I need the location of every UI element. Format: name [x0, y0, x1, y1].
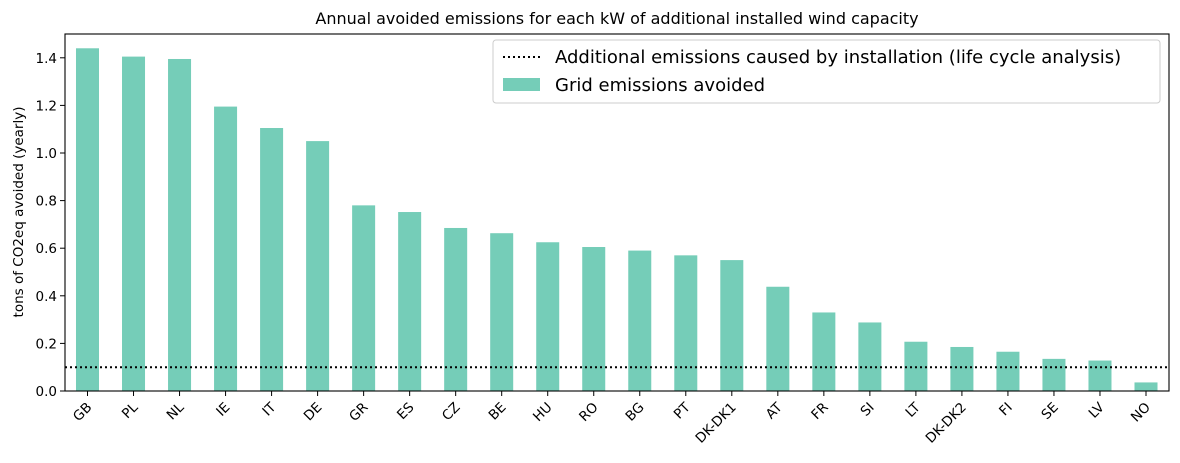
bar-dk-dk2 [950, 346, 974, 391]
bars-group [75, 48, 1158, 392]
x-tick-label-de: DE [301, 400, 326, 425]
bar-at [766, 286, 790, 391]
bar-bg [628, 250, 652, 391]
bar-hu [536, 242, 560, 391]
y-tick-label: 1.0 [36, 146, 57, 162]
bar-be [490, 233, 514, 391]
bar-fr [812, 312, 836, 391]
bar-de [306, 141, 330, 391]
y-tick-label: 1.2 [36, 98, 57, 114]
x-tick-label-lt: LT [903, 399, 925, 421]
legend-frame [492, 39, 1161, 104]
x-tick-label-cz: CZ [439, 400, 464, 425]
bar-gb [75, 48, 100, 391]
bar-dk-dk1 [720, 260, 744, 391]
bar-it [260, 128, 284, 391]
legend-bar-swatch [503, 78, 540, 91]
x-tick-label-it: IT [259, 399, 279, 419]
bar-pt [674, 255, 698, 391]
x-tick-label-bg: BG [622, 400, 647, 425]
x-tick-label-fr: FR [808, 400, 831, 423]
bar-gr [352, 205, 376, 391]
plot-frame [64, 33, 1170, 392]
y-tick-label: 0.2 [36, 336, 57, 352]
x-tick-label-be: BE [486, 400, 510, 424]
x-tick-label-pl: PL [119, 399, 142, 422]
y-axis: 0.0 0.2 0.4 0.6 0.8 1.0 1.2 1.4 [36, 51, 65, 400]
bar-si [858, 322, 882, 391]
y-tick-label: 1.4 [36, 51, 57, 67]
bar-es [398, 212, 422, 391]
y-tick-label: 0.4 [36, 289, 57, 305]
x-tick-label-fi: FI [996, 400, 1016, 420]
x-tick-label-pt: PT [671, 399, 694, 422]
x-tick-label-at: AT [763, 399, 786, 422]
chart-title: Annual avoided emissions for each kW of … [315, 9, 918, 28]
bar-ro [582, 247, 606, 391]
x-tick-label-gr: GR [346, 400, 371, 425]
x-tick-label-ie: IE [213, 400, 233, 420]
bar-cz [444, 227, 468, 391]
x-tick-label-es: ES [394, 400, 417, 423]
bar-no [1134, 382, 1158, 391]
bar-ie [214, 106, 238, 391]
x-tick-label-gb: GB [70, 400, 95, 425]
x-tick-label-dk-dk2: DK-DK2 [923, 400, 970, 447]
x-tick-label-se: SE [1038, 400, 1061, 423]
x-tick-label-si: SI [858, 400, 878, 420]
legend-reference-line-label: Additional emissions caused by installat… [555, 47, 1121, 68]
x-tick-label-nl: NL [164, 399, 188, 423]
y-tick-label: 0.6 [36, 241, 57, 257]
bar-fi [996, 351, 1020, 391]
x-tick-label-dk-dk1: DK-DK1 [693, 400, 740, 447]
x-tick-label-hu: HU [530, 400, 555, 425]
bar-pl [122, 56, 146, 392]
y-tick-label: 0.8 [36, 194, 57, 210]
x-tick-label-lv: LV [1086, 399, 1109, 422]
x-tick-label-ro: RO [576, 400, 601, 425]
x-tick-label-no: NO [1128, 400, 1154, 426]
bar-nl [168, 58, 192, 392]
y-axis-label: tons of CO2eq avoided (yearly) [11, 107, 27, 318]
legend-series-label: Grid emissions avoided [555, 75, 765, 96]
legend: Additional emissions caused by installat… [492, 39, 1161, 104]
y-tick-label: 0.0 [36, 384, 57, 400]
bar-se [1042, 358, 1066, 391]
bar-lv [1088, 360, 1112, 391]
